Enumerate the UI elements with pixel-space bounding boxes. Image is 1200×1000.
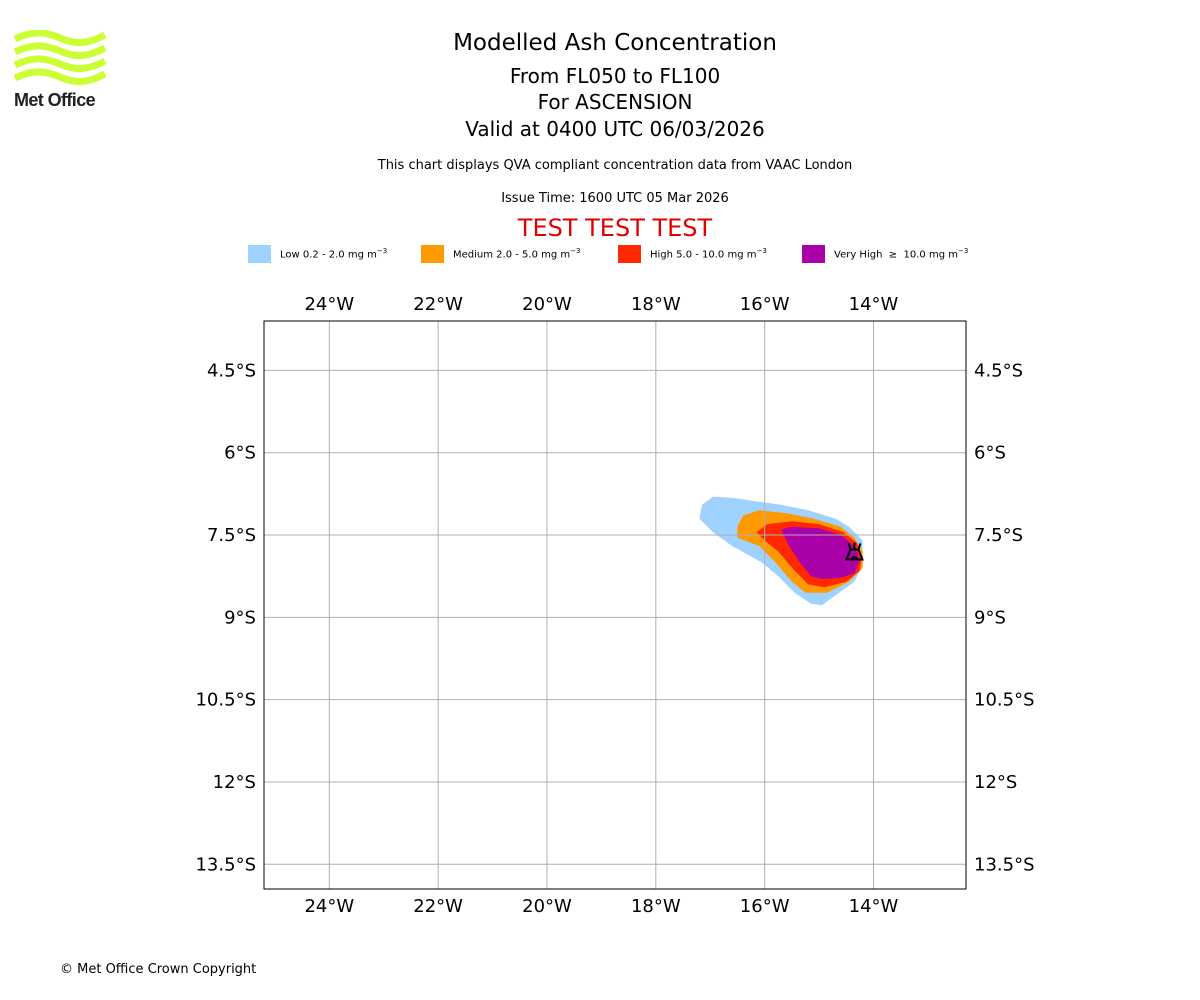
chart-subtitle: This chart displays QVA compliant concen… [377, 158, 853, 173]
lon-label-bottom: 16°W [740, 896, 790, 917]
lat-label-left: 6°S [224, 443, 256, 464]
flight-levels: From FL050 to FL100 [509, 64, 721, 88]
volcano-symbol [844, 542, 864, 561]
lat-label-right: 6°S [974, 443, 1006, 464]
valid-time: Valid at 0400 UTC 06/03/2026 [465, 117, 765, 141]
legend-swatch-very-high [802, 245, 825, 263]
legend-label-low: Low 0.2 - 2.0 mg m−3 [280, 247, 388, 261]
lat-label-left: 13.5°S [195, 854, 256, 875]
lat-label-left: 10.5°S [195, 690, 256, 711]
test-banner: TEST TEST TEST [517, 214, 713, 242]
lat-label-left: 7.5°S [207, 525, 256, 546]
logo-wave [13, 29, 107, 46]
legend-item-low: Low 0.2 - 2.0 mg m−3 [248, 244, 387, 264]
legend-item-high: High 5.0 - 10.0 mg m−3 [618, 244, 767, 264]
lat-label-right: 12°S [974, 772, 1017, 793]
lon-label-bottom: 22°W [413, 896, 463, 917]
location-label: For ASCENSION [537, 90, 693, 114]
ash-contours [699, 496, 863, 606]
lon-label-top: 24°W [304, 294, 354, 315]
legend-swatch-medium [421, 245, 444, 263]
legend-item-medium: Medium 2.0 - 5.0 mg m−3 [421, 244, 580, 264]
lon-label-bottom: 24°W [304, 896, 354, 917]
chart-title: Modelled Ash Concentration [453, 30, 777, 56]
lat-label-left: 12°S [213, 772, 256, 793]
lat-label-right: 4.5°S [974, 360, 1023, 381]
legend-swatch-high [618, 245, 641, 263]
legend-label-medium: Medium 2.0 - 5.0 mg m−3 [453, 247, 581, 261]
lat-label-right: 10.5°S [974, 690, 1035, 711]
logo-wave [13, 42, 107, 59]
axis-labels: 24°W 24°W 22°W 22°W 20°W 20°W 18°W 18°W 16°W 16°W… [195, 294, 1034, 917]
lon-label-bottom: 20°W [522, 896, 572, 917]
lat-label-right: 9°S [974, 607, 1006, 628]
logo-wave [13, 55, 107, 72]
legend-label-high: High 5.0 - 10.0 mg m−3 [650, 247, 767, 261]
issue-time: Issue Time: 1600 UTC 05 Mar 2026 [501, 191, 729, 206]
volcano-icon [844, 542, 864, 561]
map-frame [263, 320, 967, 890]
lat-label-right: 13.5°S [974, 854, 1035, 875]
logo-wave [13, 68, 107, 85]
graticule [264, 321, 966, 889]
lon-label-top: 14°W [849, 294, 899, 315]
lon-label-bottom: 18°W [631, 896, 681, 917]
contour-very-high [781, 526, 860, 579]
copyright: © Met Office Crown Copyright [60, 962, 257, 977]
logo-text: Met Office [14, 90, 96, 110]
lon-label-top: 20°W [522, 294, 572, 315]
lon-label-top: 16°W [740, 294, 790, 315]
lon-label-bottom: 14°W [849, 896, 899, 917]
lat-label-left: 4.5°S [207, 360, 256, 381]
met-office-logo: Met Office [13, 29, 107, 112]
lat-label-left: 9°S [224, 607, 256, 628]
met-office-waves-icon [13, 29, 107, 85]
lon-label-top: 18°W [631, 294, 681, 315]
lon-label-top: 22°W [413, 294, 463, 315]
legend-item-very-high: Very High ≥ 10.0 mg m−3 [802, 244, 968, 264]
legend-label-very-high: Very High ≥ 10.0 mg m−3 [834, 247, 969, 261]
legend-swatch-low [248, 245, 271, 263]
lat-label-right: 7.5°S [974, 525, 1023, 546]
